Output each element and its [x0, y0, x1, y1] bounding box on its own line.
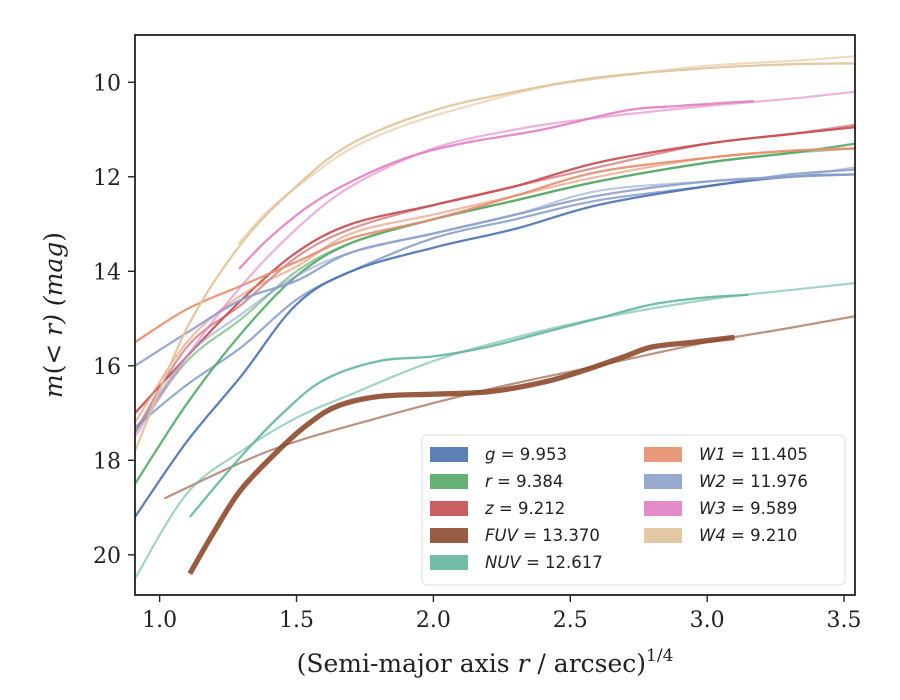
- legend-box: [421, 434, 846, 586]
- series-w1-line: [135, 147, 855, 344]
- series-layer: [135, 55, 855, 580]
- x-tick-label: 3.0: [690, 608, 725, 633]
- legend-swatch-nuv: [430, 555, 468, 570]
- legend-label-fuv: FUV = 13.370: [485, 526, 600, 545]
- legend: g = 9.953 r = 9.384 z = 9.212 FUV = 13.370 N…: [421, 434, 846, 586]
- series-w4-line: [135, 62, 855, 452]
- legend-label-z: z = 9.212: [484, 499, 565, 518]
- y-axis-label: m(< r) (mag): [39, 232, 68, 398]
- x-tick-label: 2.5: [553, 608, 588, 633]
- y-tick-label: 18: [93, 449, 121, 474]
- x-tick-label: 1.5: [279, 608, 314, 633]
- y-tick-label: 14: [93, 260, 121, 285]
- series-fuv-line-b: [164, 315, 855, 500]
- x-axis-label: (Semi-major axis r / arcsec)1/4: [297, 646, 674, 678]
- legend-swatch-w1: [644, 447, 682, 462]
- x-tick-label: 1.0: [142, 608, 177, 633]
- legend-label-w3: W3 = 9.589: [699, 499, 797, 518]
- y-axis: 10 12 14 16 18 20: [93, 71, 135, 569]
- x-tick-label: 2.0: [416, 608, 451, 633]
- y-tick-label: 16: [93, 355, 121, 380]
- legend-swatch-w3: [644, 501, 682, 516]
- legend-swatch-w2: [644, 474, 682, 489]
- series-w3-line: [238, 100, 754, 270]
- legend-label-w2: W2 = 11.976: [699, 472, 808, 491]
- series-z-line-b: [135, 123, 855, 434]
- series-nuv-line: [188, 293, 749, 518]
- plot-frame: [134, 34, 856, 596]
- x-axis: 1.0 1.5 2.0 2.5 3.0 3.5: [142, 595, 862, 633]
- y-tick-label: 20: [93, 544, 121, 569]
- legend-swatch-z: [430, 501, 468, 516]
- series-w3-line-b: [135, 90, 855, 438]
- legend-label-w1: W1 = 11.405: [699, 445, 808, 464]
- series-fuv-line: [187, 334, 735, 576]
- legend-swatch-r: [430, 474, 468, 489]
- series-z-line: [135, 126, 855, 414]
- y-tick-label: 10: [93, 71, 121, 96]
- legend-swatch-g: [430, 447, 468, 462]
- legend-label-g: g = 9.953: [485, 445, 567, 464]
- legend-label-nuv: NUV = 12.617: [485, 553, 603, 572]
- series-w2-line: [135, 173, 855, 367]
- y-tick-label: 12: [93, 166, 121, 191]
- legend-label-r: r = 9.384: [485, 472, 563, 491]
- legend-swatch-fuv: [430, 528, 468, 543]
- legend-swatch-w4: [644, 528, 682, 543]
- series-g-line: [135, 173, 855, 518]
- x-tick-label: 3.5: [827, 608, 862, 633]
- legend-label-w4: W4 = 9.210: [699, 526, 797, 545]
- series-w4-line-b: [237, 55, 855, 244]
